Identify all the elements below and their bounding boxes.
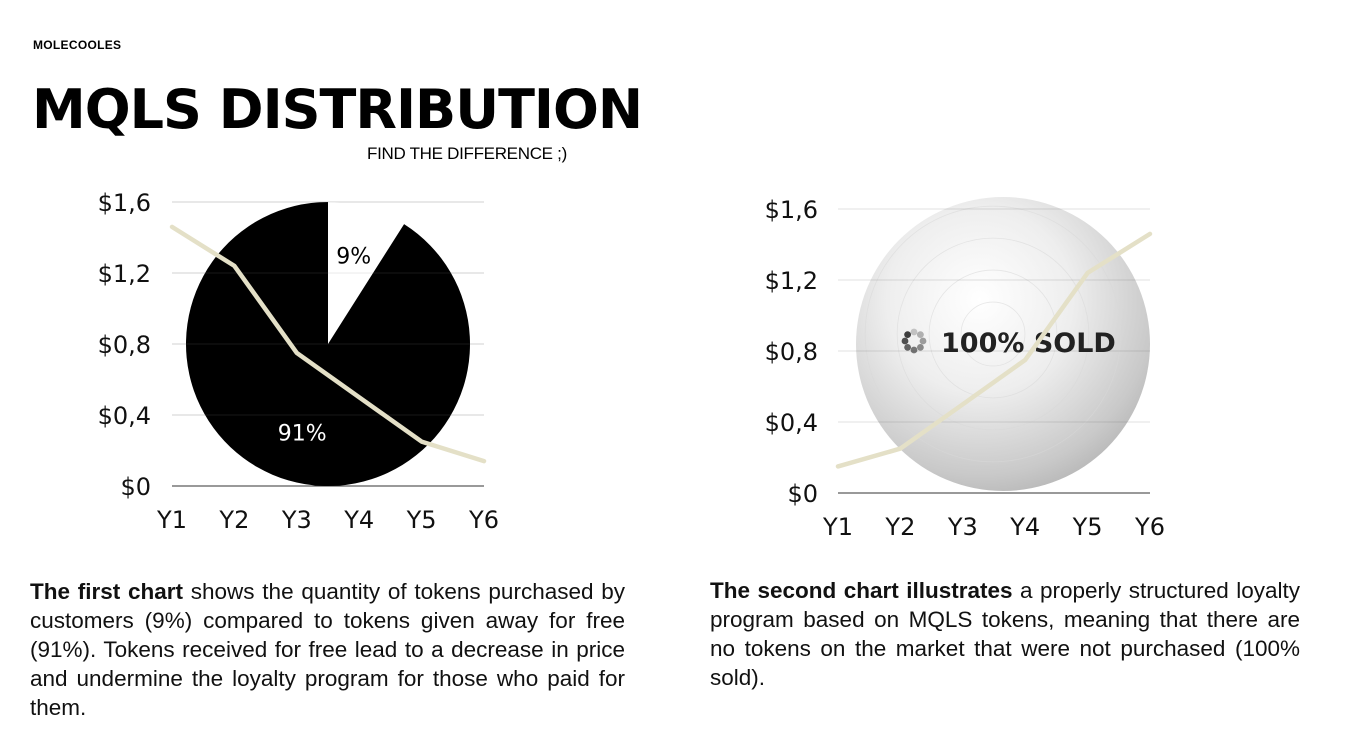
brand-name: MOLECOOLES — [33, 38, 122, 52]
chart1-price-line — [169, 224, 487, 464]
sphere-contour — [928, 269, 1058, 399]
chart2-x-tick-label: Y2 — [884, 513, 915, 541]
loading-spinner-icon — [910, 328, 918, 336]
first-chart-description: The first chart shows the quantity of to… — [30, 577, 625, 722]
chart1-x-tick-label: Y2 — [218, 506, 249, 534]
chart2-x-tick-label: Y6 — [1134, 513, 1165, 541]
pie-slice-1 — [328, 202, 405, 344]
chart2-price-line — [835, 231, 1153, 469]
chart1-x-tick-label: Y4 — [343, 506, 374, 534]
chart2-y-tick-label: $1,2 — [765, 267, 818, 295]
chart2-y-tick-label: $0 — [787, 480, 818, 508]
chart2-x-tick-label: Y3 — [947, 513, 978, 541]
sphere-contour — [960, 301, 1026, 367]
sphere-contour — [896, 237, 1090, 431]
loading-spinner-icon — [917, 344, 924, 351]
page-title: MQLS DISTRIBUTION — [32, 78, 643, 141]
loading-spinner-icon — [901, 337, 909, 345]
second-chart-description-text: a properly structured loyalty program ba… — [710, 578, 1300, 690]
chart1-x-tick-label: Y3 — [281, 506, 312, 534]
loading-spinner-icon — [910, 346, 918, 354]
second-chart-description-bold: The second chart illustrates — [710, 578, 1013, 603]
chart2-y-tick-label: $1,6 — [765, 196, 818, 224]
chart1-y-tick-label: $1,2 — [98, 260, 151, 288]
sphere-contour — [864, 205, 1122, 463]
chart1-y-tick-label: $0,4 — [98, 402, 151, 430]
pie-slice-2 — [186, 202, 471, 487]
chart2-y-tick-label: $0,4 — [765, 409, 818, 437]
chart1-y-tick-label: $0 — [120, 473, 151, 501]
chart2-x-tick-label: Y5 — [1072, 513, 1103, 541]
chart1-y-tick-label: $1,6 — [98, 189, 151, 217]
sphere-sold-graphic — [856, 197, 1150, 491]
pie-slice-label-1: 9% — [336, 244, 371, 269]
loading-spinner-icon — [904, 331, 911, 338]
first-chart-description-bold: The first chart — [30, 579, 184, 604]
chart2-x-tick-label: Y4 — [1009, 513, 1040, 541]
first-chart-description-text: shows the quantity of tokens purchased b… — [30, 579, 626, 720]
chart1-x-tick-label: Y6 — [468, 506, 499, 534]
chart2-x-tick-label: Y1 — [822, 513, 853, 541]
chart1-y-tick-label: $0,8 — [98, 331, 151, 359]
chart1-x-tick-label: Y1 — [156, 506, 187, 534]
chart2-y-tick-label: $0,8 — [765, 338, 818, 366]
loading-spinner-icon — [917, 331, 924, 338]
second-chart-description: The second chart illustrates a properly … — [710, 576, 1300, 692]
loading-spinner-icon — [919, 337, 927, 345]
page-subtitle: FIND THE DIFFERENCE ;) — [367, 144, 567, 163]
pie-slice-label-2: 91% — [278, 422, 327, 447]
chart1-x-tick-label: Y5 — [406, 506, 437, 534]
loading-spinner-icon — [904, 344, 911, 351]
